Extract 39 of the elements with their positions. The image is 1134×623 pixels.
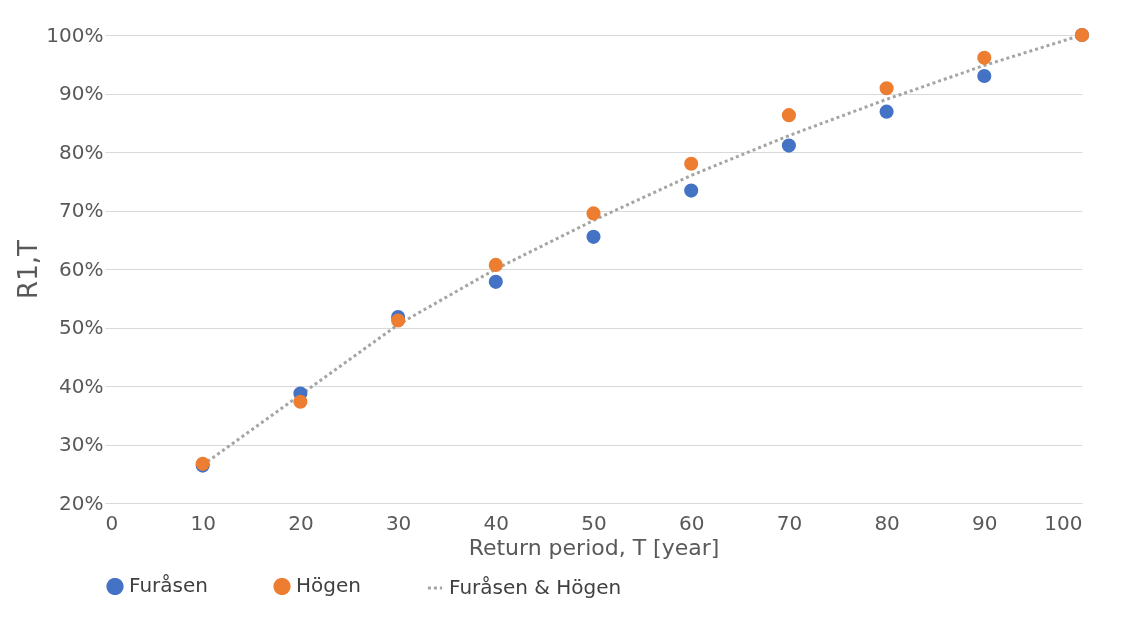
legend-label: Furåsen <box>129 573 208 598</box>
point <box>684 156 699 171</box>
x-tick-label: 20 <box>288 510 314 535</box>
x-tick-label: 40 <box>483 510 510 535</box>
x-tick-label: 90 <box>972 510 998 535</box>
point <box>781 108 796 123</box>
point <box>586 206 601 221</box>
x-tick-label: 60 <box>678 510 705 535</box>
x-tick-label: 10 <box>190 510 216 535</box>
y-tick-label: 90% <box>59 81 104 105</box>
y-tick-label: 80% <box>59 139 104 164</box>
y-tick-label: 70% <box>59 198 104 222</box>
legend-label: Högen <box>296 573 361 598</box>
y-tick-label: 20% <box>59 490 104 515</box>
y-tick-label: 40% <box>59 373 104 398</box>
y-tick-label: 60% <box>59 256 104 281</box>
x-tick-label: 0 <box>105 510 119 535</box>
point <box>977 50 992 65</box>
point <box>586 229 601 244</box>
point <box>879 104 894 119</box>
point <box>879 81 894 96</box>
point <box>781 138 796 153</box>
point <box>684 183 699 198</box>
x-tick-label: 30 <box>385 510 412 535</box>
point <box>977 68 992 84</box>
point <box>391 313 406 328</box>
y-tick-label: 50% <box>59 315 104 339</box>
y-axis-title: R1,T <box>13 240 44 299</box>
x-tick-label: 70 <box>776 510 803 535</box>
y-tick-label: 100% <box>46 22 104 47</box>
x-tick-label: 100 <box>1044 510 1083 535</box>
x-tick-label: 50 <box>581 510 607 535</box>
x-axis-title: Return period, T [year] <box>468 534 720 560</box>
legend-label: Furåsen & Högen <box>449 575 622 599</box>
point <box>488 257 503 272</box>
point <box>488 274 503 289</box>
x-tick-label: 80 <box>874 510 900 535</box>
y-tick-label: 30% <box>59 432 104 456</box>
point <box>293 394 308 409</box>
